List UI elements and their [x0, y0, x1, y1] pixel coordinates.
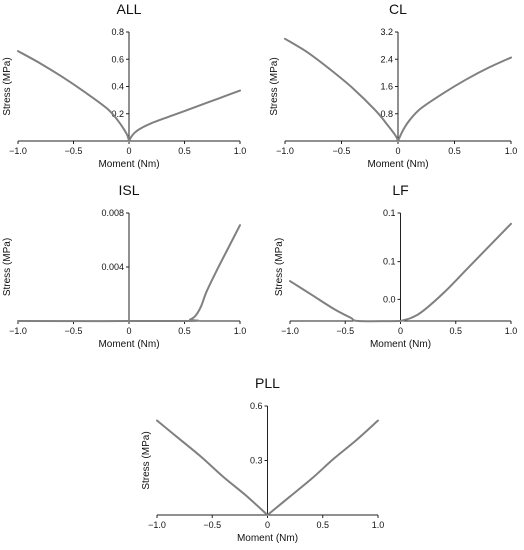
chart-lf: LF −1.0 −0.5 0 0.5 1.0 0.0 0.1 0.1 Moment (Nm) Str… [274, 182, 517, 350]
x-tick-label: −1.0 [276, 146, 294, 156]
x-tick-label: 0 [395, 146, 400, 156]
x-tick-label: 0.5 [178, 326, 191, 336]
x-tick-label: 1.0 [234, 326, 247, 336]
y-tick-label: 0.4 [111, 82, 124, 92]
y-axis-label: Stress (MPa) [141, 431, 152, 489]
chart-title: ISL [118, 182, 139, 198]
y-tick-label: 0.6 [250, 401, 263, 411]
x-axis-label: Moment (Nm) [370, 339, 431, 350]
x-tick-label: 1.0 [505, 146, 518, 156]
y-tick-label: 0.2 [111, 109, 124, 119]
y-axis-label: Stress (MPa) [269, 57, 280, 115]
chart-title: ALL [117, 1, 142, 17]
series-line [284, 37, 399, 142]
chart-title: PLL [255, 375, 280, 391]
x-tick-label: 0 [265, 520, 270, 530]
y-tick-label: 0.004 [101, 262, 124, 272]
x-tick-label: 0 [398, 326, 403, 336]
chart-title: LF [392, 182, 408, 198]
x-tick-label: −0.5 [203, 520, 221, 530]
x-axis-label: Moment (Nm) [237, 533, 298, 544]
y-tick-label: 3.2 [380, 27, 393, 37]
y-tick-label: 0.008 [101, 208, 124, 218]
x-axis-label: Moment (Nm) [367, 159, 428, 170]
x-axis-label: Moment (Nm) [98, 339, 159, 350]
y-tick-label: 0.3 [250, 456, 263, 466]
x-tick-label: −1.0 [9, 146, 27, 156]
series-line [156, 419, 269, 516]
chart-title: CL [389, 1, 407, 17]
chart-cl: CL −1.0 −0.5 0 0.5 1.0 0.8 1.6 2.4 3.2 Moment (Nm)… [269, 1, 517, 170]
y-tick-label: 0.6 [111, 54, 124, 64]
y-axis-label: Stress (MPa) [274, 238, 285, 296]
y-tick-label: 0.1 [383, 257, 396, 267]
x-tick-label: 0 [126, 146, 131, 156]
x-tick-label: −0.5 [65, 326, 83, 336]
series-line [289, 280, 402, 323]
x-tick-label: 0 [126, 326, 131, 336]
x-tick-label: 0.5 [316, 520, 329, 530]
y-tick-label: 0.8 [380, 109, 393, 119]
y-tick-label: 0.0 [383, 294, 396, 304]
y-axis-label: Stress (MPa) [2, 57, 13, 115]
x-tick-label: 0.5 [448, 146, 461, 156]
x-tick-label: −0.5 [336, 326, 354, 336]
chart-pll: PLL −1.0 −0.5 0 0.5 1.0 0.3 0.6 Moment (Nm) Stres… [141, 375, 384, 544]
x-tick-label: 0.5 [178, 146, 191, 156]
x-tick-label: 1.0 [505, 326, 518, 336]
chart-isl: ISL −1.0 −0.5 0 0.5 1.0 0.004 0.008 Moment (Nm) S… [2, 182, 246, 350]
y-tick-label: 2.4 [380, 54, 393, 64]
x-tick-label: −1.0 [281, 326, 299, 336]
series-line [397, 56, 512, 142]
y-axis-label: Stress (MPa) [2, 238, 13, 296]
chart-all: ALL −1.0 −0.5 0 0.5 1.0 0.2 0.4 0.6 0.8 Moment (Nm… [2, 1, 246, 170]
x-axis-label: Moment (Nm) [98, 159, 159, 170]
x-tick-label: −0.5 [65, 146, 83, 156]
x-tick-label: −0.5 [333, 146, 351, 156]
x-tick-label: −1.0 [148, 520, 166, 530]
series-line [128, 89, 241, 142]
series-line [266, 419, 379, 516]
y-tick-label: 1.6 [380, 82, 393, 92]
y-tick-label: 0.8 [111, 27, 124, 37]
x-tick-label: −1.0 [9, 326, 27, 336]
x-tick-label: 1.0 [372, 520, 385, 530]
series-line [17, 50, 130, 142]
y-tick-label: 0.1 [383, 208, 396, 218]
x-tick-label: 0.5 [449, 326, 462, 336]
series-line [17, 224, 241, 323]
x-tick-label: 1.0 [234, 146, 247, 156]
series-line [399, 222, 512, 322]
